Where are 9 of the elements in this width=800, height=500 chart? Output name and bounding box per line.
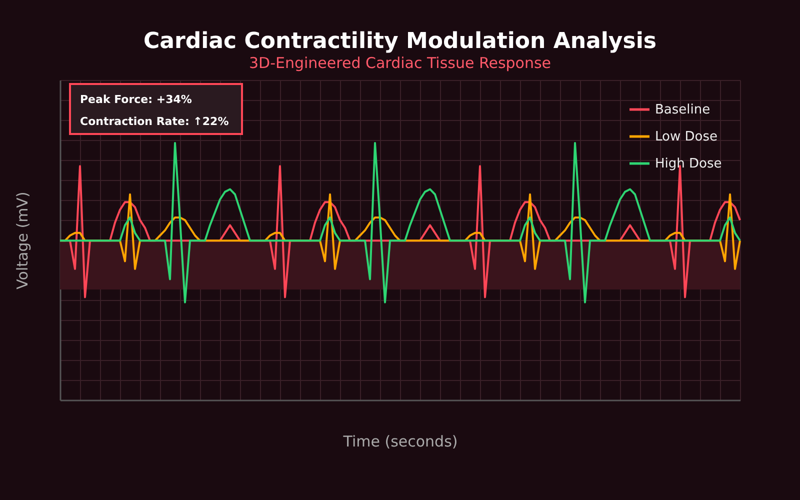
- chart-subtitle: 3D-Engineered Cardiac Tissue Response: [248, 54, 552, 72]
- legend-label: Baseline: [655, 102, 710, 118]
- chart-title: Cardiac Contractility Modulation Analysis: [144, 29, 656, 54]
- x-axis-title: Time (seconds): [342, 432, 458, 450]
- text: Contraction Rate: ↑22%: [80, 115, 229, 128]
- text: Peak Force: +34%: [80, 93, 192, 106]
- y-axis-title: Voltage (mV): [14, 192, 32, 290]
- legend-label: Low Dose: [655, 130, 718, 144]
- legend-label: High Dose: [655, 156, 722, 172]
